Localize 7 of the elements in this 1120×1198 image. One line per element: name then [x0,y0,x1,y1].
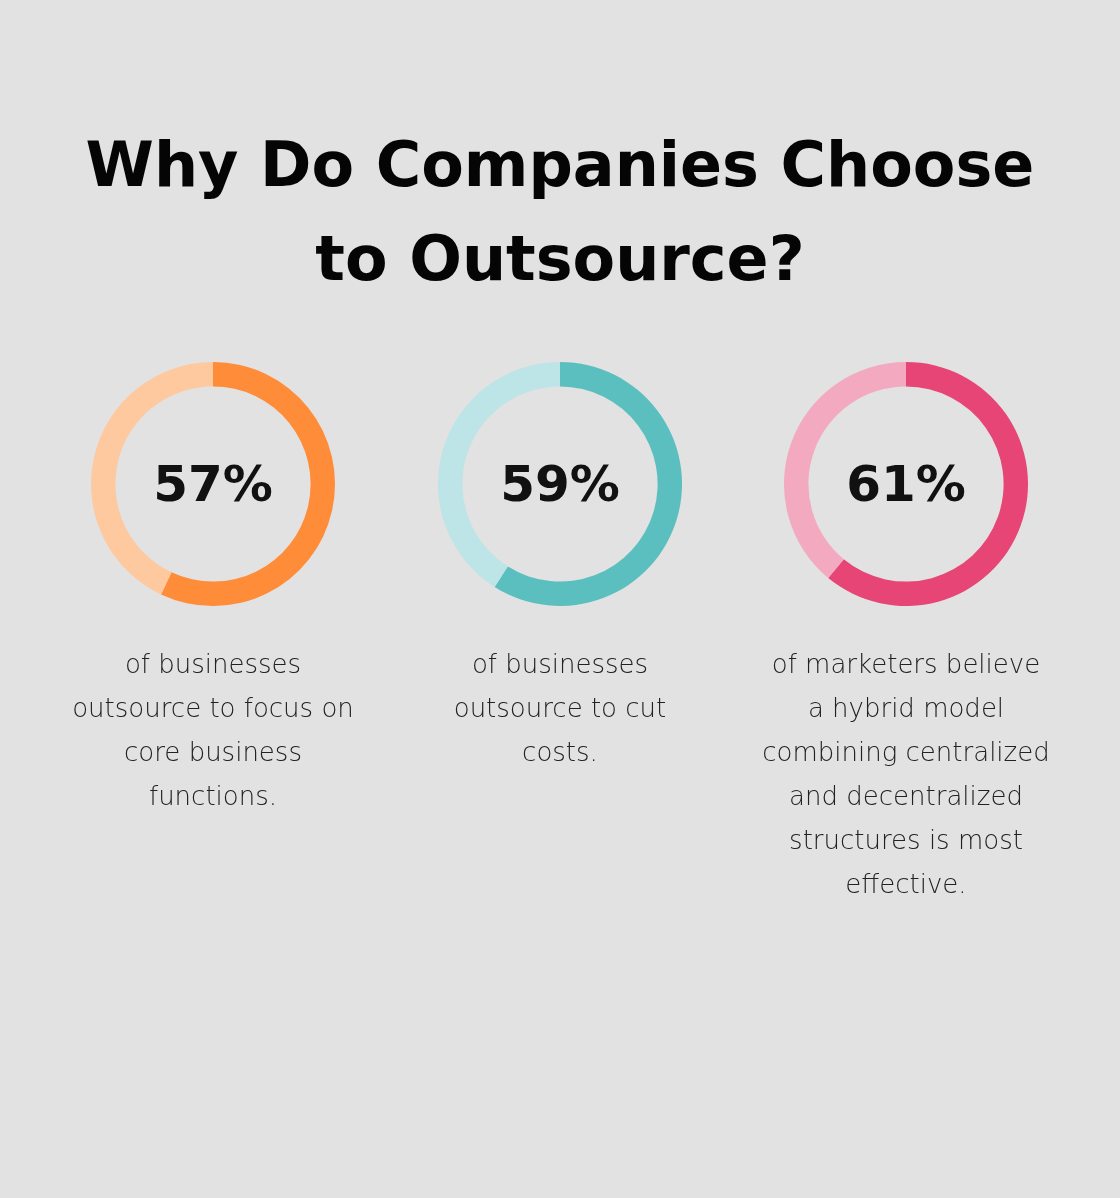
text: of marketers believe a hybrid model combining centralized and decentralized structures is most effective. [761,648,1051,901]
text: Why Do Companies Choose to Outsource? [84,127,1036,297]
text: of businesses outsource to focus on core business functions. [71,648,355,813]
text: 61% [846,455,966,513]
text: of businesses outsource to cut costs. [452,648,668,769]
text: 57% [153,455,273,513]
text: 59% [500,455,620,513]
